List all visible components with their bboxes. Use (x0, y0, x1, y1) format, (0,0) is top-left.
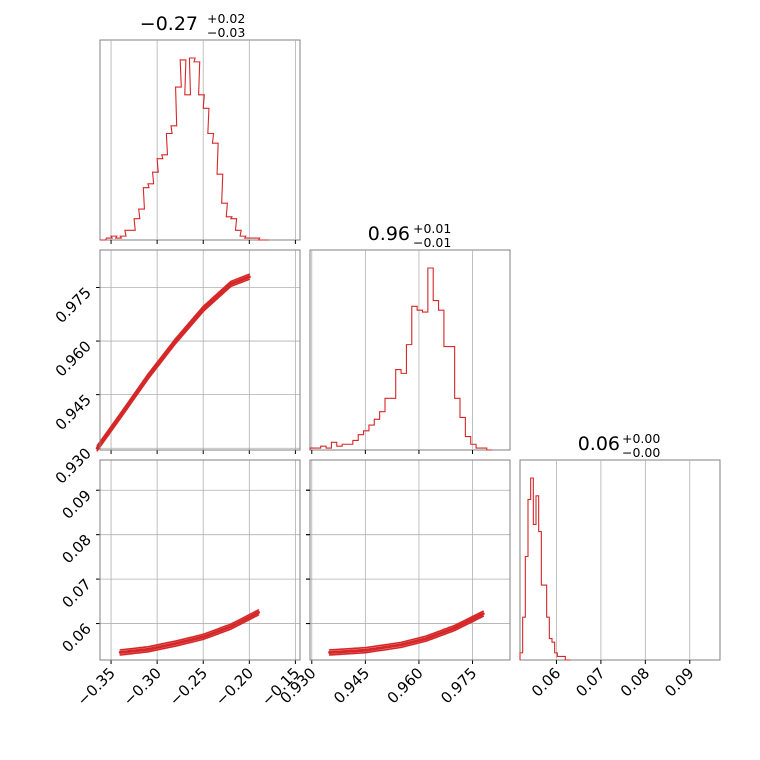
x-tick-label: 0.960 (384, 664, 427, 707)
x-tick-label: −0.25 (166, 664, 211, 709)
y-tick-label: 0.08 (58, 531, 94, 567)
panel-2-0 (96, 459, 301, 664)
x-tick-label: 0.08 (617, 664, 653, 700)
panel-frame (519, 459, 721, 661)
title-0-upper: +0.02 (207, 11, 245, 26)
panel-2-1 (306, 459, 511, 664)
density-contour (96, 273, 251, 447)
panel-2-2 (519, 459, 721, 664)
density-contour (118, 610, 261, 654)
density-contour (328, 615, 485, 656)
density-contour (328, 612, 485, 654)
title-0-main: −0.27 (140, 13, 198, 35)
histogram-step-0 (100, 57, 269, 241)
x-tick-label: −0.20 (212, 664, 257, 709)
density-contour (95, 275, 251, 450)
panel-1-1 (309, 249, 511, 454)
density-contour (328, 610, 485, 651)
title-2-upper: +0.00 (622, 431, 660, 446)
title-param-2: 0.06 +0.00 −0.00 (578, 431, 661, 460)
y-tick-label: 0.960 (52, 337, 95, 380)
y-tick-label: 0.07 (58, 575, 94, 611)
scatter-cloud (328, 611, 485, 657)
panel-frame (99, 39, 301, 241)
panel-0-0 (99, 39, 301, 244)
x-tick-label: 0.09 (661, 664, 697, 700)
title-param-1: 0.96 +0.01 −0.01 (368, 221, 452, 250)
title-1-lower: −0.01 (413, 235, 451, 250)
x-tick-label: 0.945 (330, 664, 373, 707)
x-tick-label: 0.07 (572, 664, 608, 700)
x-tick-label: 0.975 (437, 664, 480, 707)
histogram-step-1 (309, 267, 493, 451)
title-2-lower: −0.00 (622, 445, 660, 460)
panel-frame (99, 249, 301, 451)
y-tick-label: 0.975 (52, 284, 95, 327)
title-0-lower: −0.03 (207, 25, 245, 40)
y-tick-label: 0.930 (52, 444, 95, 487)
title-param-0: −0.27 +0.02 −0.03 (140, 11, 246, 40)
title-2-main: 0.06 (578, 433, 620, 455)
scatter-cloud (96, 273, 251, 452)
histogram-step-2 (519, 477, 571, 661)
density-contour (96, 278, 251, 452)
panel-frame (309, 249, 511, 451)
title-1-main: 0.96 (368, 223, 410, 245)
density-contour (119, 614, 260, 656)
panel-frame (99, 249, 301, 451)
panel-frame (309, 459, 511, 661)
y-tick-label: 0.06 (58, 620, 94, 656)
density-contour (119, 609, 260, 651)
x-tick-label: 0.06 (528, 664, 564, 700)
x-tick-label: −0.35 (74, 664, 119, 709)
y-tick-label: 0.09 (58, 486, 94, 522)
y-tick-label: 0.945 (52, 391, 95, 434)
panel-frame (99, 459, 301, 661)
title-1-upper: +0.01 (413, 221, 451, 236)
panel-1-0 (95, 249, 301, 454)
x-tick-label: −0.30 (120, 664, 165, 709)
